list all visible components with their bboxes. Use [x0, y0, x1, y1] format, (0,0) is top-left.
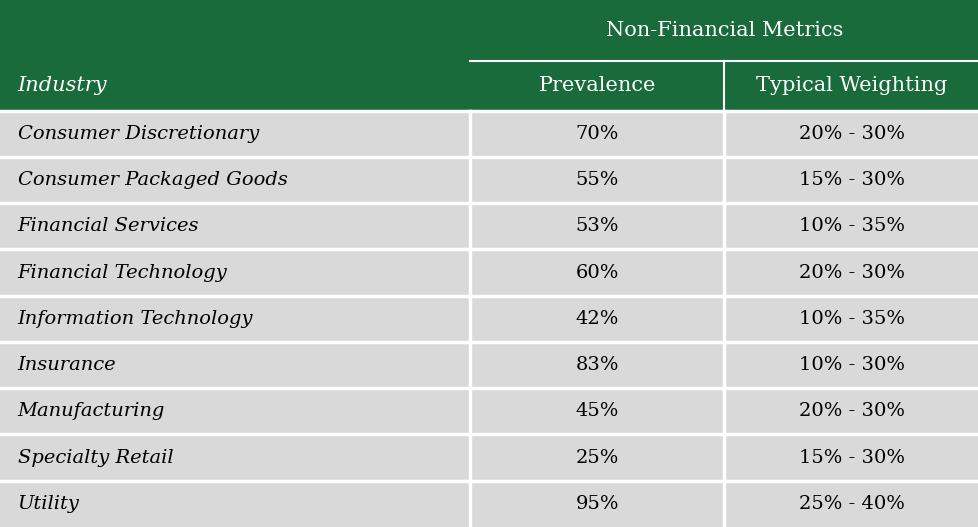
Bar [469, 61, 724, 111]
Text: 15% - 30%: 15% - 30% [798, 448, 904, 466]
Text: 45%: 45% [575, 402, 618, 421]
Text: Industry: Industry [18, 76, 107, 95]
Bar [724, 296, 978, 342]
Bar [469, 157, 724, 203]
Text: 20% - 30%: 20% - 30% [798, 402, 904, 421]
Bar [724, 481, 978, 527]
Text: Information Technology: Information Technology [18, 310, 253, 328]
Text: Utility: Utility [18, 495, 79, 513]
Bar [0, 157, 469, 203]
Bar [724, 157, 978, 203]
Bar [469, 111, 724, 157]
Bar [0, 61, 469, 111]
Bar [724, 388, 978, 434]
Bar [724, 111, 978, 157]
Text: Consumer Packaged Goods: Consumer Packaged Goods [18, 171, 288, 189]
Bar [0, 388, 469, 434]
Text: 15% - 30%: 15% - 30% [798, 171, 904, 189]
Text: 10% - 35%: 10% - 35% [798, 310, 904, 328]
Text: Specialty Retail: Specialty Retail [18, 448, 173, 466]
Text: 20% - 30%: 20% - 30% [798, 264, 904, 281]
Text: Financial Services: Financial Services [18, 217, 199, 236]
Text: 25%: 25% [575, 448, 618, 466]
Bar [724, 434, 978, 481]
Bar [724, 249, 978, 296]
Bar [0, 249, 469, 296]
Text: 53%: 53% [575, 217, 618, 236]
Text: 10% - 30%: 10% - 30% [798, 356, 904, 374]
Bar [0, 296, 469, 342]
Text: 20% - 30%: 20% - 30% [798, 125, 904, 143]
Text: 60%: 60% [575, 264, 618, 281]
Bar [469, 203, 724, 249]
Bar [469, 296, 724, 342]
Bar [0, 342, 469, 388]
Bar [469, 249, 724, 296]
Bar [0, 481, 469, 527]
Text: Manufacturing: Manufacturing [18, 402, 165, 421]
Text: Prevalence: Prevalence [538, 76, 655, 95]
Bar [724, 342, 978, 388]
Bar [469, 481, 724, 527]
Bar [724, 61, 978, 111]
Text: 10% - 35%: 10% - 35% [798, 217, 904, 236]
Bar [0, 203, 469, 249]
Bar [469, 342, 724, 388]
Text: 25% - 40%: 25% - 40% [798, 495, 904, 513]
Text: 95%: 95% [575, 495, 618, 513]
Text: Consumer Discretionary: Consumer Discretionary [18, 125, 258, 143]
Text: Financial Technology: Financial Technology [18, 264, 227, 281]
Bar [0, 111, 469, 157]
Bar [469, 388, 724, 434]
Bar [724, 203, 978, 249]
Bar [0, 434, 469, 481]
Text: Non-Financial Metrics: Non-Financial Metrics [605, 21, 842, 40]
Text: 83%: 83% [575, 356, 618, 374]
Text: 42%: 42% [575, 310, 618, 328]
Text: 70%: 70% [575, 125, 618, 143]
Bar [469, 434, 724, 481]
Text: 55%: 55% [575, 171, 618, 189]
Text: Insurance: Insurance [18, 356, 116, 374]
Text: Typical Weighting: Typical Weighting [755, 76, 947, 95]
